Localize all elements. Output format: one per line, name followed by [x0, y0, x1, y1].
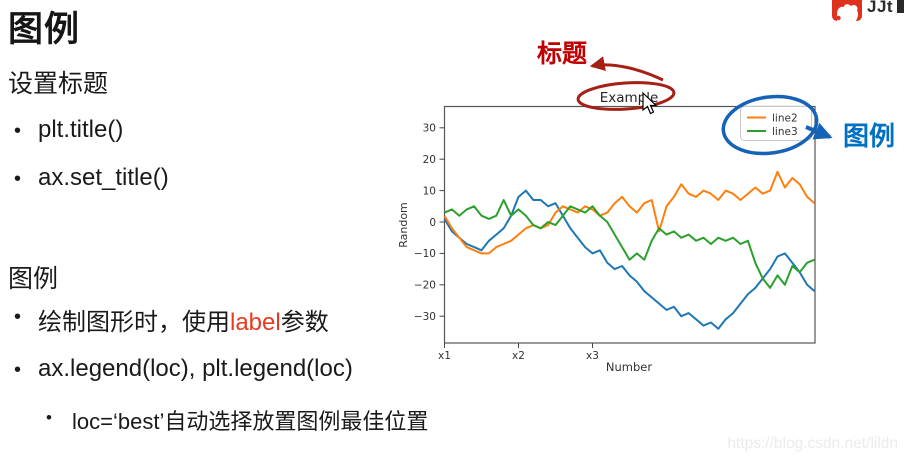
- watermark-url: https://blog.csdn.net/lildn: [727, 435, 898, 452]
- x-axis-label: Number: [606, 360, 652, 374]
- y-tick-label: 10: [423, 185, 436, 197]
- bullet-ax-legend: ax.legend(loc), plt.legend(loc): [14, 355, 353, 385]
- legend-callout-text: 图例: [843, 121, 896, 151]
- matplotlib-chart: Example Random Number 30 20 10 0 −10 −20 −30 x1…: [397, 90, 816, 374]
- y-tick-label: 20: [423, 154, 436, 166]
- y-tick-label: −10: [414, 248, 436, 260]
- title-callout-text: 标题: [537, 40, 588, 68]
- bullet-dot-icon: [14, 302, 38, 332]
- axes-layer: 30 20 10 0 −10 −20 −30 x1 x2 x3: [414, 123, 599, 362]
- bullet-text: ax.set_title(): [38, 164, 169, 191]
- y-tick-label: −20: [414, 280, 436, 292]
- brand-logo-partial-glyph: [897, 0, 904, 13]
- bullet-text-post: 参数: [280, 309, 329, 336]
- x-tick-label: x3: [586, 350, 599, 362]
- legend-label-line3: line3: [772, 126, 798, 138]
- brand-logo-icon: [832, 0, 862, 21]
- legend-label-line2: line2: [772, 112, 798, 124]
- bullet-dot-icon: [14, 164, 38, 194]
- x-tick-label: x1: [438, 350, 451, 362]
- bullet-ax-set-title: ax.set_title(): [14, 164, 169, 194]
- bullet-text-pre: 绘制图形时，使用: [38, 309, 230, 336]
- series-line3: [444, 199, 815, 289]
- bullet-text: 绘制图形时，使用label参数: [38, 302, 329, 337]
- label-keyword-highlight: label: [230, 309, 281, 336]
- bullet-dot-icon: [14, 116, 38, 146]
- bullet-plt-title: plt.title(): [14, 116, 123, 146]
- y-tick-label: 0: [429, 217, 436, 229]
- sub-bullet-loc-best: loc=‘best’自动选择放置图例最佳位置: [46, 404, 428, 436]
- section-heading-set-title: 设置标题: [8, 70, 109, 98]
- bullet-dot-icon: [14, 355, 38, 385]
- series-line1: [443, 189, 816, 330]
- bullet-text: ax.legend(loc), plt.legend(loc): [38, 355, 353, 382]
- bullet-text: loc=‘best’自动选择放置图例最佳位置: [72, 409, 429, 434]
- y-tick-label: −30: [414, 311, 436, 323]
- bullet-text: plt.title(): [38, 116, 124, 143]
- chart-title: Example: [600, 90, 659, 106]
- bullet-label-param: 绘制图形时，使用label参数: [14, 302, 329, 337]
- brand-logo: JJt: [832, 0, 904, 22]
- chart-legend: line2 line3: [740, 106, 812, 141]
- y-tick-label: 30: [423, 123, 436, 135]
- section-heading-legend: 图例: [8, 265, 59, 293]
- series-line2: [443, 170, 816, 255]
- x-tick-label: x2: [512, 350, 525, 362]
- page-title: 图例: [8, 10, 81, 49]
- plot-lines: [443, 170, 816, 330]
- chart-figure: Example Random Number 30 20 10 0 −10 −20 −30 x1…: [395, 78, 825, 378]
- plot-frame: [443, 105, 816, 344]
- brand-logo-text: JJt: [867, 0, 894, 16]
- y-axis-label: Random: [397, 202, 410, 248]
- bullet-dot-icon: [46, 404, 72, 432]
